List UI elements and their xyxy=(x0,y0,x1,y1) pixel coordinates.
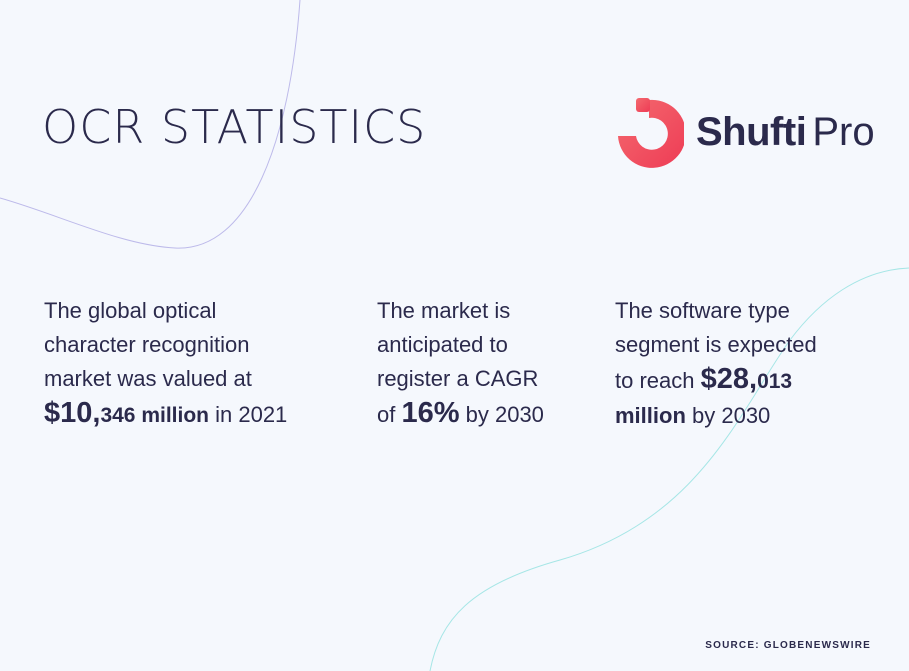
stat-market-value: The global optical character recognition… xyxy=(44,294,324,433)
stat-value-major: $10, xyxy=(44,397,101,429)
stat-value-unit: million xyxy=(615,403,686,428)
page-title: OCR STATISTICS xyxy=(42,100,427,154)
stat-value-tail: by 2030 xyxy=(459,402,544,427)
stat-prefix: of xyxy=(377,402,402,427)
stat-line: character recognition xyxy=(44,332,250,357)
source-credit: SOURCE: GLOBENEWSWIRE xyxy=(705,640,871,651)
stat-line: register a CAGR xyxy=(377,366,539,391)
logo-wordmark-light: Pro xyxy=(812,110,875,154)
stat-value-major: 16% xyxy=(401,397,460,429)
stat-value-minor: 346 million xyxy=(100,404,209,427)
stat-line: segment is expected xyxy=(615,332,817,357)
stat-line: market was valued at xyxy=(44,366,252,391)
stat-software-segment: The software type segment is expected to… xyxy=(615,294,885,433)
logo-wordmark-bold: Shufti xyxy=(696,110,807,154)
shufti-pro-logo: Shufti Pro xyxy=(614,96,875,172)
stat-line-text: to reach xyxy=(615,368,701,393)
stat-value-major: $28, xyxy=(700,363,758,395)
stat-cagr: The market is anticipated to register a … xyxy=(377,294,577,432)
stat-value-minor: 013 xyxy=(757,370,793,393)
stat-line: The software type xyxy=(615,298,790,323)
stat-value-tail: by 2030 xyxy=(685,403,771,428)
stat-line: anticipated to xyxy=(377,332,508,357)
stat-line: The global optical xyxy=(44,298,217,323)
stat-value-tail: in 2021 xyxy=(209,402,288,427)
stat-line: The market is xyxy=(377,298,511,323)
shufti-pro-logo-icon xyxy=(618,98,684,168)
